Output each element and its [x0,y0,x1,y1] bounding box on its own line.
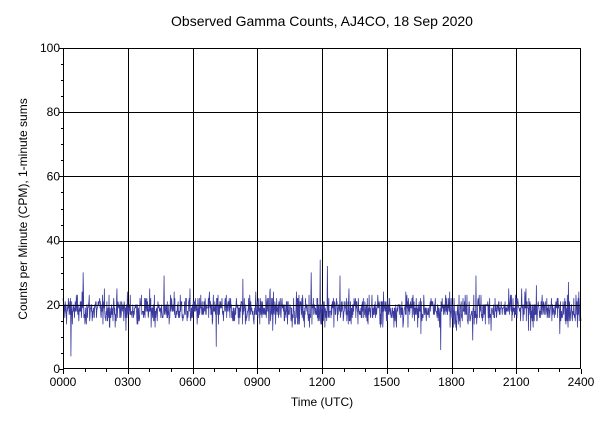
x-tick-label: 2100 [503,375,530,389]
x-tick-label: 0900 [244,375,271,389]
x-tick-label: 0300 [114,375,141,389]
grid-lines [63,48,581,369]
plot-border [63,48,581,369]
y-tick-label: 0 [53,362,60,376]
x-tick-label: 2400 [568,375,595,389]
y-axis-label: Counts per Minute (CPM), 1-minute sums [16,98,30,319]
y-tick-label: 20 [47,298,61,312]
x-tick-label: 0600 [179,375,206,389]
chart-title: Observed Gamma Counts, AJ4CO, 18 Sep 202… [171,13,473,29]
series-line [62,259,582,357]
plot-frame [63,48,581,369]
x-tick-label: 1800 [438,375,465,389]
series-layer [62,259,582,357]
x-tick-label: 0000 [50,375,77,389]
x-axis-label: Time (UTC) [291,395,353,409]
x-tick-label: 1200 [309,375,336,389]
y-tick-label: 100 [40,41,60,55]
y-tick-label: 80 [47,105,61,119]
y-tick-label: 60 [47,169,61,183]
y-tick-label: 40 [47,234,61,248]
axis-ticks [59,48,582,374]
x-tick-label: 1500 [373,375,400,389]
tick-labels: 0000 0300 0600 0900 1200 1500 1800 2100 2400 0 20 4… [40,41,595,389]
